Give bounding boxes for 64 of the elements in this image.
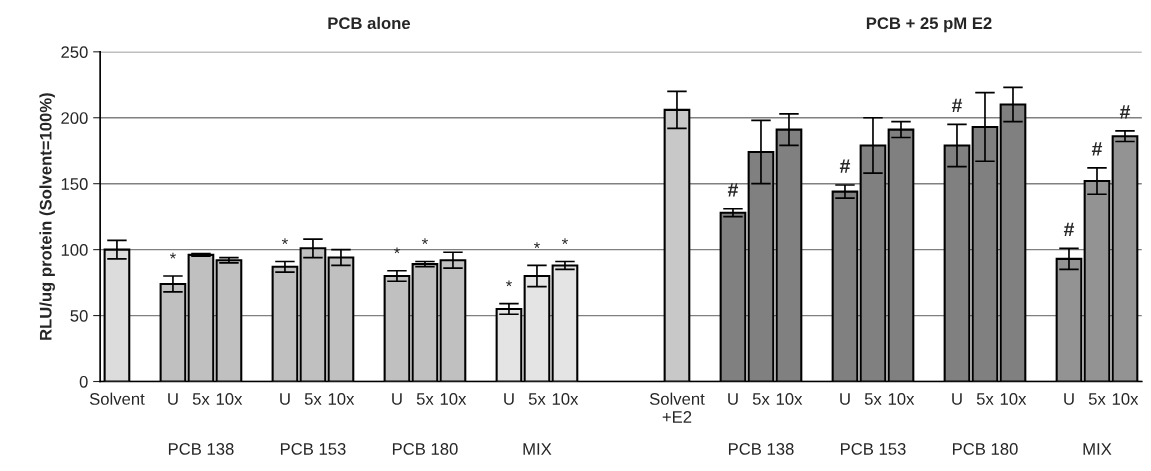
x-tick-label: 5x	[192, 393, 210, 405]
text: PCB alone	[328, 16, 411, 30]
data-label: *	[169, 252, 176, 259]
data-label: *	[281, 238, 288, 245]
text: PCB + 25 pM E2	[866, 17, 992, 33]
bar	[411, 263, 439, 382]
text: PCB 153	[840, 443, 906, 455]
y-tick-label: 150	[61, 178, 88, 190]
x-tick-label: 10x	[216, 393, 243, 405]
bar	[271, 265, 299, 382]
text: MIX	[1083, 443, 1112, 455]
text: PCB 180	[953, 443, 1018, 455]
y-axis-title: RLU/ug protein (Solvent=100%)	[39, 93, 55, 340]
x-tick-label: 5x	[1088, 393, 1106, 405]
y-tick-label: 50	[70, 309, 88, 322]
x-tick-label: U	[952, 393, 962, 405]
x-tick-label: 5x	[304, 393, 322, 405]
x-tick-label: 10x	[1000, 393, 1027, 405]
data-label: #	[1091, 142, 1103, 156]
data-label: #	[727, 183, 739, 197]
y-tick-label: 250	[61, 46, 88, 59]
text: MIX	[523, 443, 552, 455]
text: PCB 180	[392, 443, 458, 455]
x-tick-label: U	[840, 393, 850, 405]
y-tick-label: 100	[61, 244, 88, 256]
x-tick-label: 5x	[976, 393, 994, 405]
x-tick-label: 10x	[552, 393, 579, 405]
x-tick-label: U	[280, 393, 290, 405]
x-tick-label: 10x	[328, 393, 355, 405]
x-tick-label: U	[728, 393, 738, 405]
bar	[551, 264, 579, 382]
x-tick-label: 10x	[776, 393, 803, 405]
bar	[215, 259, 243, 382]
x-tick-label: 5x	[528, 393, 546, 405]
data-label: *	[421, 238, 428, 245]
data-label: #	[1063, 222, 1075, 236]
data-label: *	[393, 247, 400, 254]
x-tick-label: 5x	[416, 393, 434, 405]
x-tick-label: 10x	[440, 393, 467, 405]
x-tick-label: U	[1064, 393, 1074, 405]
x-tick-label: Solvent	[89, 392, 145, 405]
data-label: #	[1119, 105, 1131, 119]
bar	[187, 253, 215, 382]
y-tick-label: 200	[61, 112, 88, 124]
data-label: *	[505, 280, 512, 287]
data-label: *	[533, 242, 540, 249]
x-tick-label: 10x	[888, 393, 915, 405]
data-label: #	[951, 98, 963, 112]
x-tick-label: U	[392, 393, 402, 405]
data-label: *	[561, 238, 568, 245]
text: PCB 153	[280, 443, 346, 455]
x-tick-label: Solvent +E2	[649, 392, 705, 423]
text: PCB 138	[168, 443, 234, 455]
bar	[1111, 135, 1139, 382]
text: PCB 138	[728, 443, 794, 455]
data-label: #	[839, 159, 851, 173]
x-tick-label: 5x	[864, 393, 882, 405]
x-tick-label: 5x	[752, 393, 770, 405]
x-tick-label: U	[168, 393, 178, 405]
bar	[495, 307, 523, 382]
x-tick-label: U	[504, 393, 514, 405]
x-tick-label: 10x	[1112, 393, 1139, 405]
bar	[383, 274, 411, 382]
y-tick-label: 0	[79, 375, 88, 388]
